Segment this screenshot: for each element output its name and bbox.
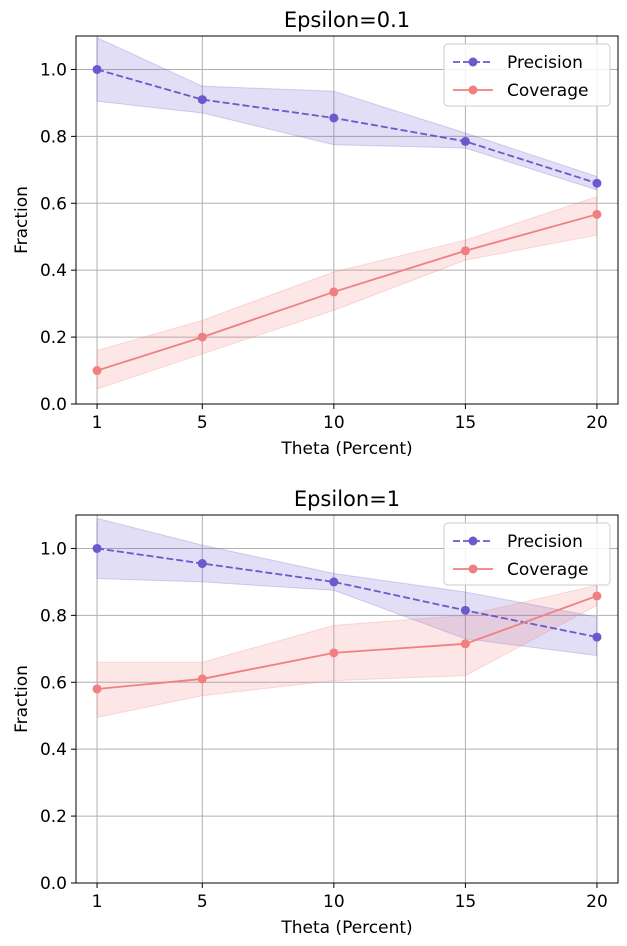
precision-point [592, 178, 602, 188]
precision-point [92, 543, 102, 553]
x-tick-label: 5 [197, 892, 208, 912]
coverage-point [197, 674, 207, 684]
precision-point [329, 113, 339, 123]
y-tick-label: 0.0 [40, 395, 67, 415]
x-tick-label: 10 [323, 413, 345, 433]
coverage-point [460, 639, 470, 649]
plot-frame [75, 35, 619, 405]
legend: Precision Coverage [443, 522, 611, 586]
x-tick-label: 10 [323, 892, 345, 912]
precision-point [92, 64, 102, 74]
legend-coverage-marker [468, 85, 478, 95]
legend-coverage-label: Coverage [507, 81, 588, 101]
legend-precision-label: Precision [507, 532, 583, 552]
x-axis-label: Theta (Percent) [280, 439, 412, 459]
coverage-point [592, 591, 602, 601]
legend-precision-label: Precision [507, 53, 583, 73]
precision-point [329, 577, 339, 587]
precision-line [96, 547, 598, 638]
coverage-point [592, 209, 602, 219]
precision-point [460, 136, 470, 146]
x-tick-label: 15 [455, 413, 477, 433]
y-tick-label: 0.6 [40, 194, 67, 214]
precision-point [460, 605, 470, 615]
y-tick-label: 0.2 [40, 807, 67, 827]
chart-title: Epsilon=0.1 [284, 8, 410, 32]
x-tick-label: 15 [455, 892, 477, 912]
precision-point [197, 95, 207, 105]
precision-point [197, 559, 207, 569]
y-tick-label: 0.4 [40, 261, 67, 281]
x-tick-label: 5 [197, 413, 208, 433]
y-tick-label: 0.2 [40, 328, 67, 348]
coverage-band [96, 195, 598, 390]
x-tick-label: 1 [92, 892, 103, 912]
coverage-point [92, 684, 102, 694]
y-tick-label: 0.8 [40, 127, 67, 147]
legend-coverage-marker [468, 564, 478, 574]
y-tick-label: 0.4 [40, 740, 67, 760]
precision-band [96, 36, 598, 191]
y-tick-label: 0.6 [40, 673, 67, 693]
chart-panel-2: 1 5 10 15 200.00.20.40.60.81.0Epsilon=1Theta… [12, 487, 619, 938]
coverage-point [92, 366, 102, 376]
legend-coverage-label: Coverage [507, 560, 588, 580]
coverage-point [197, 332, 207, 342]
coverage-point [460, 246, 470, 256]
y-axis-label: Fraction [12, 186, 32, 254]
x-tick-label: 20 [586, 413, 608, 433]
y-tick-label: 1.0 [40, 539, 67, 559]
y-tick-label: 1.0 [40, 60, 67, 80]
coverage-point [329, 287, 339, 297]
legend-precision-marker [468, 536, 478, 546]
precision-point [592, 632, 602, 642]
y-tick-label: 0.0 [40, 874, 67, 894]
legend-precision-marker [468, 57, 478, 67]
coverage-point [329, 648, 339, 658]
x-axis-label: Theta (Percent) [280, 918, 412, 938]
y-tick-label: 0.8 [40, 606, 67, 626]
plot-frame [75, 514, 619, 884]
precision-band [96, 517, 598, 657]
x-tick-label: 20 [586, 892, 608, 912]
chart-title: Epsilon=1 [294, 487, 400, 511]
y-axis-label: Fraction [12, 665, 32, 733]
x-tick-label: 1 [92, 413, 103, 433]
chart-panel-1: 1 5 10 15 200.00.20.40.60.81.0Epsilon=0.1The… [12, 8, 619, 459]
legend: Precision Coverage [443, 43, 611, 107]
